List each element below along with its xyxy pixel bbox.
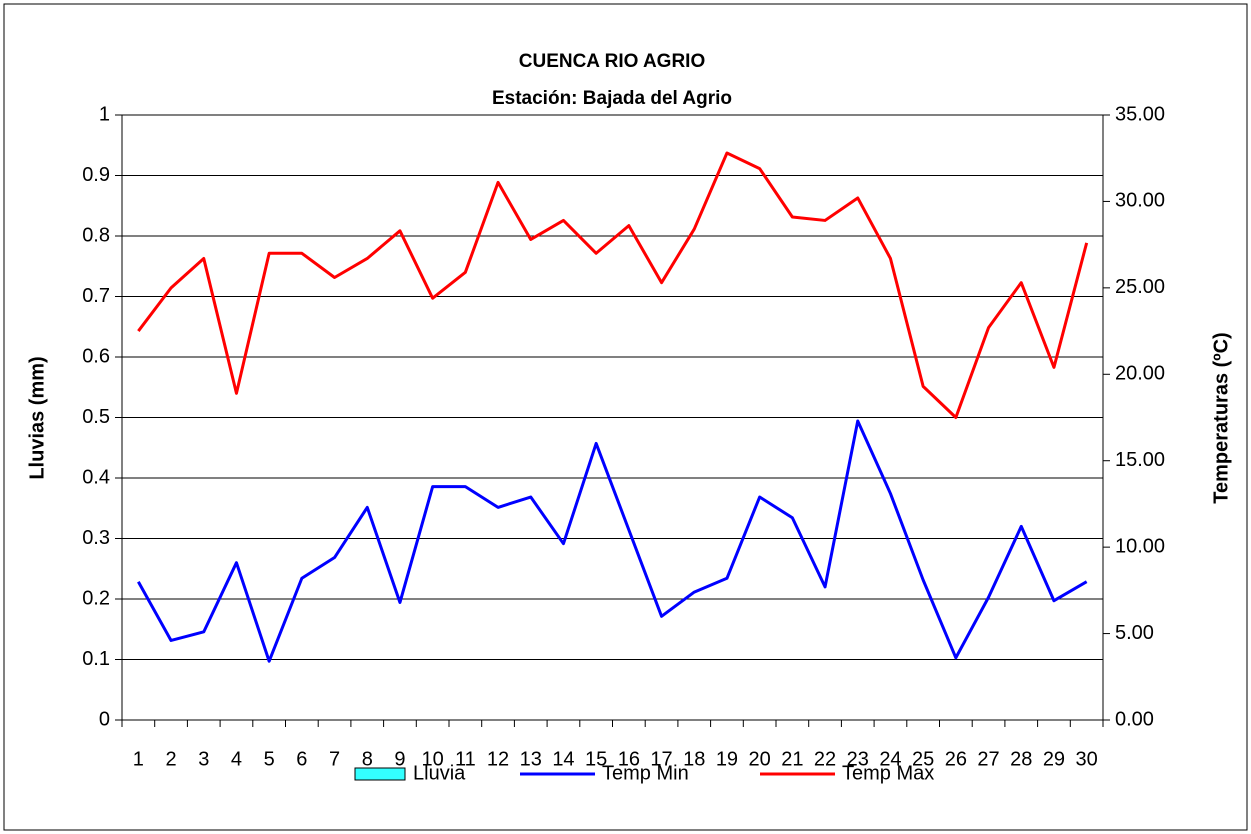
x-tick-label: 11 [455,748,476,770]
y-tick-label: 0.5 [82,406,110,428]
x-tick-label: 16 [618,748,640,770]
y-tick-label: 0.2 [82,587,110,609]
y-tick-label: 0.1 [82,648,110,670]
x-tick-label: 24 [879,748,901,770]
x-tick-label: 9 [394,748,405,770]
x-tick-label: 22 [814,748,836,770]
line-series [137,151,1089,419]
x-tick-label: 12 [487,748,509,770]
x-tick-label: 25 [912,748,934,770]
x-tick-label: 27 [977,748,999,770]
y-tick-label: 0.9 [82,164,110,186]
x-tick-label: 2 [165,748,176,770]
x-tick-label: 18 [683,748,705,770]
line-series [137,419,1088,663]
x-tick-label: 20 [749,748,771,770]
x-tick-label: 13 [520,748,542,770]
y2-axis-title: Temperaturas (ºC) [1210,332,1232,503]
y2-tick-label: 10.00 [1115,535,1165,557]
y-axis-title: Lluvias (mm) [26,356,48,479]
x-tick-label: 21 [781,748,803,770]
y-tick-label: 0.3 [82,527,110,549]
y2-tick-label: 15.00 [1115,449,1165,471]
y-tick-label: 0 [99,708,110,730]
y2-tick-label: 35.00 [1115,103,1165,125]
legend-label: Temp Min [602,762,689,784]
y2-tick-label: 25.00 [1115,276,1165,298]
x-tick-label: 19 [716,748,738,770]
x-tick-label: 10 [422,748,444,770]
x-tick-label: 26 [945,748,967,770]
y2-tick-label: 5.00 [1115,622,1154,644]
y-tick-label: 0.7 [82,285,110,307]
x-tick-label: 3 [198,748,209,770]
legend-label: Temp Max [842,762,934,784]
x-tick-label: 23 [847,748,869,770]
y-tick-label: 0.4 [82,466,110,488]
x-tick-label: 6 [296,748,307,770]
y-tick-label: 0.8 [82,224,110,246]
chart-title: CUENCA RIO AGRIO [519,51,705,72]
x-tick-label: 8 [362,748,373,770]
x-tick-label: 4 [231,748,242,770]
y-tick-label: 1 [99,103,110,125]
x-tick-label: 7 [329,748,340,770]
legend-label: Lluvia [413,762,466,784]
y-tick-label: 0.6 [82,345,110,367]
x-tick-label: 17 [650,748,672,770]
chart-subtitle: Estación: Bajada del Agrio [492,88,732,109]
y2-tick-label: 20.00 [1115,363,1165,385]
x-tick-label: 5 [264,748,275,770]
x-tick-label: 14 [552,748,574,770]
x-tick-label: 29 [1043,748,1065,770]
x-tick-label: 15 [585,748,607,770]
x-tick-label: 30 [1076,748,1098,770]
x-tick-label: 28 [1010,748,1032,770]
y2-tick-label: 30.00 [1115,190,1165,212]
x-tick-label: 1 [133,748,144,770]
legend-swatch [354,767,406,781]
y2-tick-label: 0.00 [1115,708,1154,730]
